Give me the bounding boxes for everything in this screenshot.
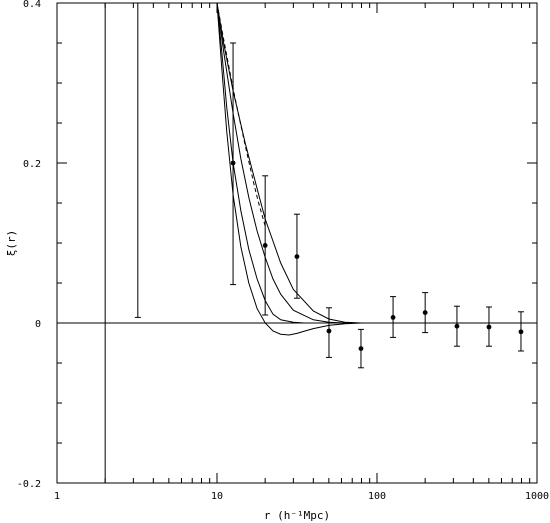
x-tick-label: 1: [54, 491, 60, 502]
data-point: [390, 315, 396, 320]
data-point: [486, 324, 492, 330]
data-points: [134, 2, 524, 369]
x-tick-label: 1000: [525, 491, 549, 502]
y-tick-label: 0.2: [23, 159, 41, 170]
model-curve: [216, 2, 362, 324]
model-curve-dashed: [216, 2, 266, 227]
data-point: [326, 328, 332, 334]
data-point: [422, 310, 428, 315]
model-curve: [216, 2, 362, 324]
x-axis-label: r (h⁻¹Mpc): [264, 509, 330, 522]
data-point: [454, 323, 460, 329]
model-curve: [216, 2, 362, 336]
x-tick-label: 10: [211, 491, 223, 502]
data-point: [294, 254, 300, 259]
data-point: [358, 346, 364, 351]
x-tick-label: 100: [368, 491, 386, 502]
y-tick-label: 0: [35, 319, 41, 330]
data-point: [230, 160, 236, 166]
y-tick-label: 0.4: [23, 0, 41, 10]
data-point: [518, 329, 524, 335]
model-curves: [216, 2, 362, 336]
data-point: [262, 243, 268, 248]
y-axis-label: ξ(r): [5, 230, 18, 257]
model-curve: [216, 2, 362, 324]
tick-labels: 1 10 100 1000 -0.2 0 0.2 0.4: [17, 0, 549, 502]
y-tick-label: -0.2: [17, 479, 41, 490]
